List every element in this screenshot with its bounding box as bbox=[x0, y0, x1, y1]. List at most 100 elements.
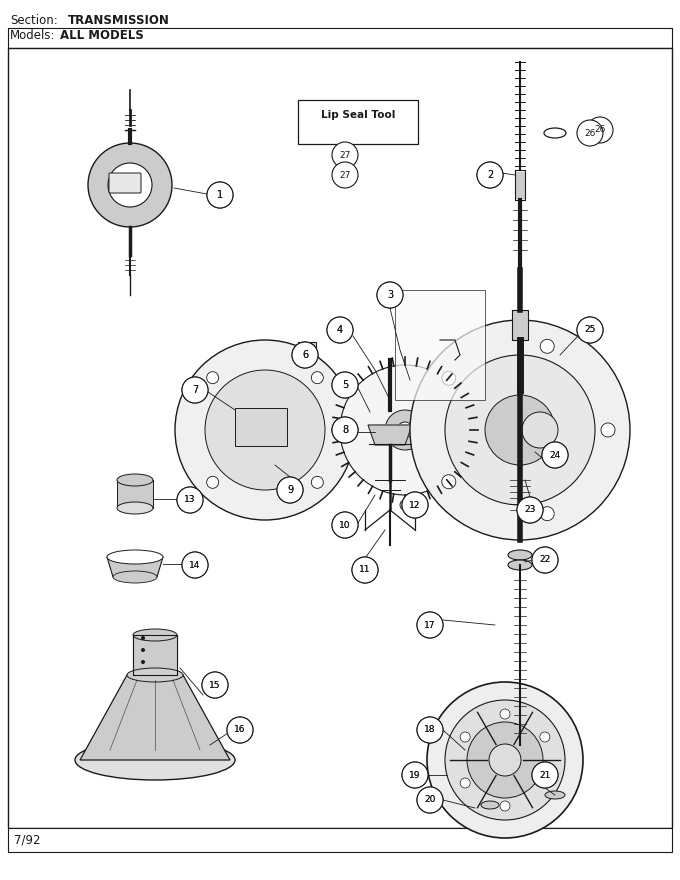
Text: 16: 16 bbox=[234, 725, 245, 735]
Circle shape bbox=[377, 282, 403, 308]
Text: Lip Seal Tool: Lip Seal Tool bbox=[321, 110, 395, 120]
Circle shape bbox=[417, 787, 443, 813]
Text: 27: 27 bbox=[339, 171, 351, 180]
Text: 17: 17 bbox=[424, 620, 436, 629]
Text: 19: 19 bbox=[409, 771, 421, 780]
Circle shape bbox=[303, 343, 311, 351]
Text: 11: 11 bbox=[359, 566, 371, 575]
Circle shape bbox=[427, 682, 583, 838]
Text: 24: 24 bbox=[549, 451, 560, 459]
Text: 22: 22 bbox=[539, 555, 551, 564]
Ellipse shape bbox=[117, 474, 153, 486]
Polygon shape bbox=[107, 557, 163, 577]
Polygon shape bbox=[516, 172, 524, 198]
Text: 10: 10 bbox=[339, 520, 351, 530]
Circle shape bbox=[332, 417, 358, 443]
Text: 15: 15 bbox=[209, 680, 221, 690]
Circle shape bbox=[292, 342, 318, 368]
Circle shape bbox=[141, 636, 145, 640]
Circle shape bbox=[207, 182, 233, 208]
Text: 9: 9 bbox=[287, 485, 293, 495]
Text: 21: 21 bbox=[539, 771, 551, 780]
Text: 9: 9 bbox=[287, 485, 293, 495]
Ellipse shape bbox=[117, 502, 153, 514]
FancyBboxPatch shape bbox=[8, 828, 672, 852]
Circle shape bbox=[332, 417, 358, 443]
Circle shape bbox=[485, 395, 555, 465]
Text: 23: 23 bbox=[524, 505, 536, 515]
Circle shape bbox=[402, 492, 428, 518]
Circle shape bbox=[332, 162, 358, 188]
Text: 15: 15 bbox=[209, 680, 221, 690]
Text: 18: 18 bbox=[424, 725, 436, 735]
Circle shape bbox=[402, 762, 428, 788]
Circle shape bbox=[500, 709, 510, 719]
Text: 19: 19 bbox=[409, 771, 421, 780]
Text: 2: 2 bbox=[487, 170, 493, 180]
Circle shape bbox=[327, 317, 353, 343]
Text: 21: 21 bbox=[539, 771, 551, 780]
Circle shape bbox=[577, 317, 603, 343]
Text: 5: 5 bbox=[342, 380, 348, 390]
Circle shape bbox=[88, 143, 172, 227]
Text: 2: 2 bbox=[487, 170, 493, 180]
Text: 22: 22 bbox=[539, 555, 551, 564]
Circle shape bbox=[108, 163, 152, 207]
Circle shape bbox=[377, 282, 403, 308]
Circle shape bbox=[417, 787, 443, 813]
Circle shape bbox=[460, 778, 470, 788]
Circle shape bbox=[587, 117, 613, 143]
Circle shape bbox=[517, 497, 543, 523]
Text: 14: 14 bbox=[189, 561, 201, 569]
Text: TRANSMISSION: TRANSMISSION bbox=[68, 14, 170, 27]
Circle shape bbox=[532, 762, 558, 788]
Circle shape bbox=[532, 547, 558, 573]
Polygon shape bbox=[368, 425, 412, 445]
Ellipse shape bbox=[481, 801, 499, 809]
Circle shape bbox=[402, 762, 428, 788]
Text: 12: 12 bbox=[409, 501, 421, 510]
FancyBboxPatch shape bbox=[298, 100, 418, 144]
FancyBboxPatch shape bbox=[8, 28, 672, 48]
Circle shape bbox=[489, 744, 521, 776]
Circle shape bbox=[540, 340, 554, 353]
Text: 11: 11 bbox=[359, 566, 371, 575]
Polygon shape bbox=[80, 675, 230, 760]
Circle shape bbox=[332, 372, 358, 398]
Text: 17: 17 bbox=[424, 620, 436, 629]
FancyBboxPatch shape bbox=[395, 290, 485, 400]
Ellipse shape bbox=[508, 560, 532, 570]
Text: 27: 27 bbox=[339, 150, 351, 159]
Polygon shape bbox=[368, 425, 412, 445]
Circle shape bbox=[385, 410, 425, 450]
Text: 24: 24 bbox=[549, 451, 560, 459]
Circle shape bbox=[397, 422, 413, 438]
Circle shape bbox=[522, 412, 558, 448]
FancyBboxPatch shape bbox=[109, 173, 141, 193]
Ellipse shape bbox=[107, 550, 163, 564]
Circle shape bbox=[182, 377, 208, 403]
Text: 26: 26 bbox=[584, 128, 596, 137]
Circle shape bbox=[141, 648, 145, 652]
Circle shape bbox=[540, 732, 550, 742]
Text: 7/92: 7/92 bbox=[14, 833, 41, 847]
Circle shape bbox=[205, 370, 325, 490]
Circle shape bbox=[410, 320, 630, 540]
Ellipse shape bbox=[133, 629, 177, 641]
FancyBboxPatch shape bbox=[8, 48, 672, 828]
Circle shape bbox=[177, 487, 203, 513]
Circle shape bbox=[445, 700, 565, 820]
Text: 7: 7 bbox=[192, 385, 198, 395]
Circle shape bbox=[207, 182, 233, 208]
Circle shape bbox=[540, 507, 554, 521]
Text: 3: 3 bbox=[387, 290, 393, 300]
FancyBboxPatch shape bbox=[235, 408, 287, 446]
Text: 1: 1 bbox=[217, 190, 223, 200]
Circle shape bbox=[577, 317, 603, 343]
Text: 4: 4 bbox=[337, 325, 343, 335]
Text: 8: 8 bbox=[342, 425, 348, 435]
Circle shape bbox=[202, 672, 228, 698]
FancyBboxPatch shape bbox=[117, 480, 153, 508]
Text: Models:: Models: bbox=[10, 29, 56, 42]
Polygon shape bbox=[298, 342, 316, 352]
